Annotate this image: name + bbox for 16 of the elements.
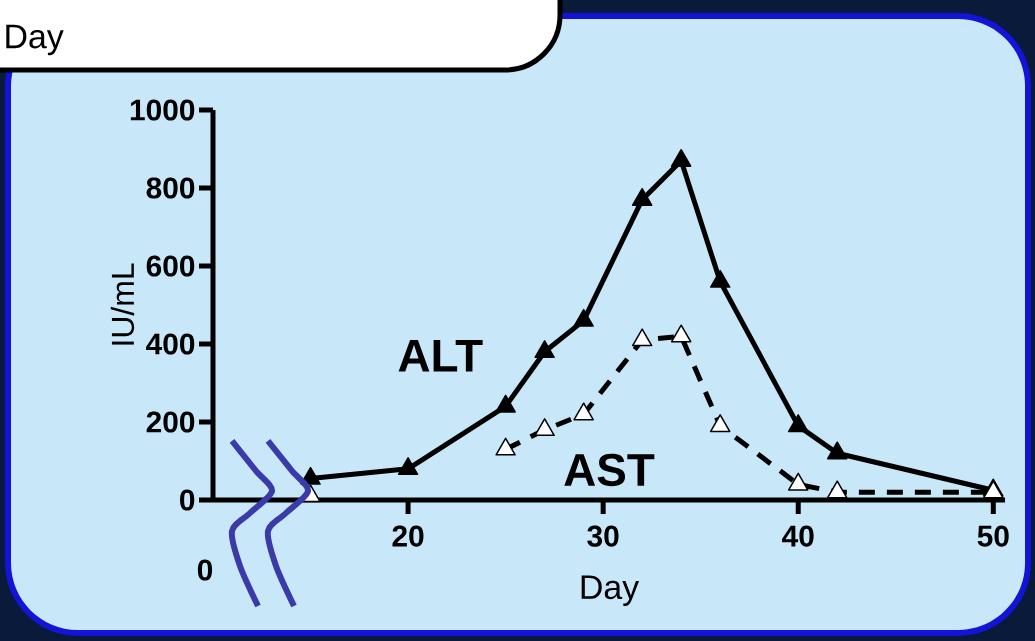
x-axis-title: Day bbox=[581, 575, 640, 606]
y-tick-label: 600 bbox=[146, 255, 195, 277]
y-tick-label: 200 bbox=[146, 411, 195, 433]
x-tick-label: 50 bbox=[977, 525, 1009, 547]
y-tick-label: 800 bbox=[146, 177, 195, 199]
series-label: AST bbox=[564, 453, 655, 487]
x-tick-label: 20 bbox=[392, 525, 424, 547]
y-axis-title: IU/mL bbox=[110, 263, 135, 345]
series-label: ALT bbox=[398, 339, 483, 372]
y-tick-label: 400 bbox=[146, 333, 195, 355]
y-tick-label: 0 bbox=[180, 489, 195, 511]
x-tick-label: 40 bbox=[782, 525, 814, 547]
y-tick-label: 1000 bbox=[130, 99, 195, 121]
text: Day bbox=[6, 24, 64, 56]
x-tick-label: 30 bbox=[587, 525, 619, 547]
text: 0 bbox=[197, 559, 213, 581]
